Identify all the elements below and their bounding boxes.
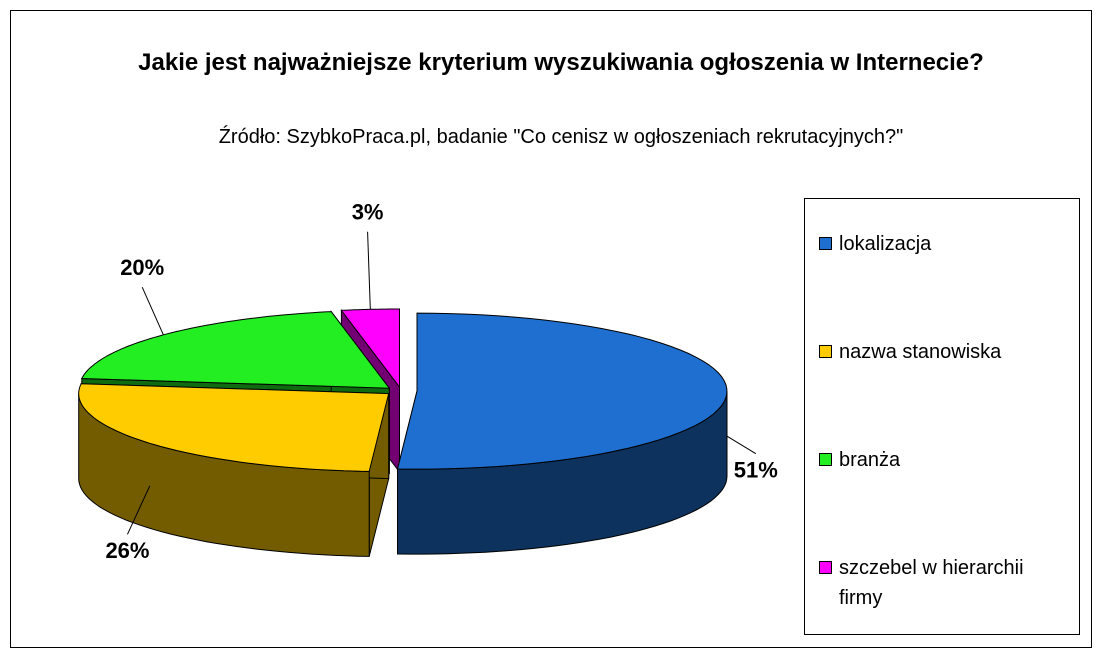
slice-top <box>396 312 728 470</box>
legend-swatch <box>819 237 832 250</box>
leader-line <box>141 286 164 336</box>
leader-line <box>367 231 371 310</box>
leader-line <box>127 485 151 535</box>
data-label: 3% <box>352 200 384 225</box>
slice <box>396 312 728 555</box>
legend-item: nazwa stanowiska <box>819 337 1069 367</box>
legend-item: branża <box>819 445 1069 475</box>
chart: 51% 26% 20% 3% Jakie jest najważniejsze kry… <box>10 10 1092 648</box>
data-label: 51% <box>734 457 778 482</box>
legend-label: nazwa stanowiska <box>839 341 1002 363</box>
legend-swatch <box>819 453 832 466</box>
slice <box>78 383 390 557</box>
legend-label: lokalizacja <box>839 233 932 255</box>
chart-subtitle: Źródło: SzybkoPraca.pl, badanie "Co ceni… <box>218 126 904 148</box>
leader-line <box>726 435 757 455</box>
plot: 51% 26% 20% 3% <box>78 200 778 563</box>
slice-top <box>78 383 390 472</box>
legend: lokalizacja nazwa stanowiska branża szczebe… <box>804 198 1080 635</box>
data-label: 20% <box>120 255 164 280</box>
legend-label: branża <box>839 449 901 471</box>
legend-swatch <box>819 345 832 358</box>
chart-title: Jakie jest najważniejsze kryterium wyszu… <box>138 49 984 76</box>
legend-label: szczebel w hierarchii firmy <box>839 557 1024 609</box>
data-label: 26% <box>105 538 149 563</box>
legend-swatch <box>819 561 832 574</box>
legend-item: szczebel w hierarchii firmy <box>819 553 1069 613</box>
legend-item: lokalizacja <box>819 229 1069 259</box>
